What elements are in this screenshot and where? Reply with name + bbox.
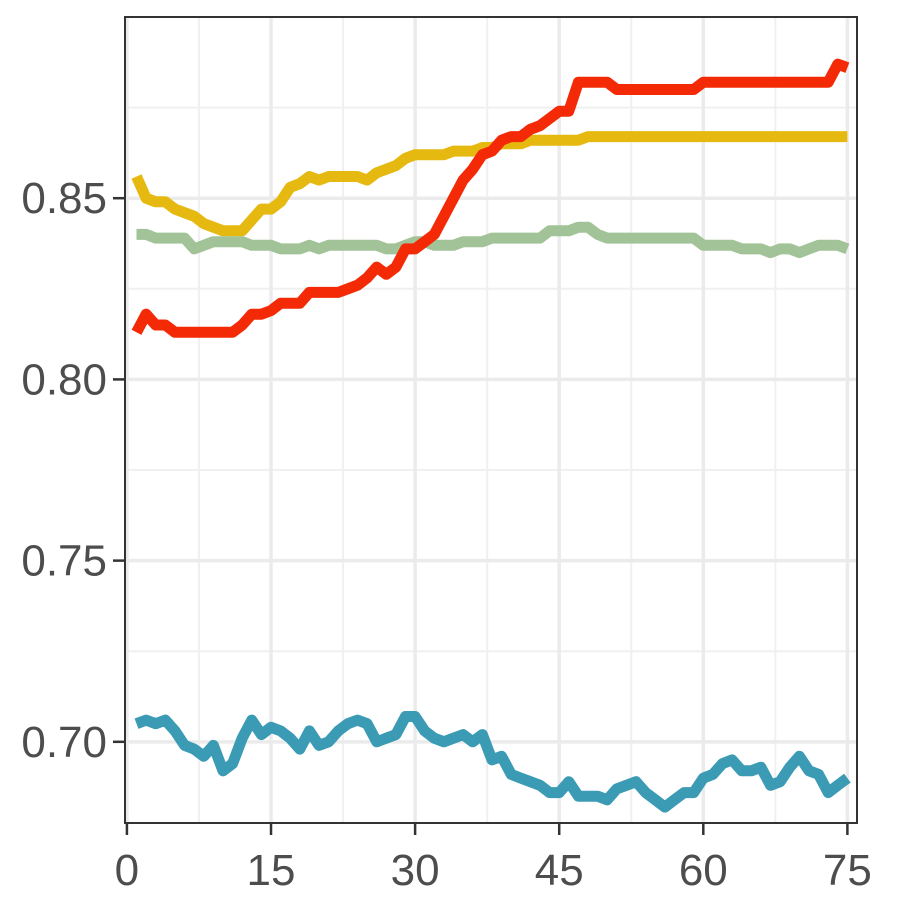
series-line-3 [131,58,850,338]
x-tick-label: 15 [247,846,296,895]
y-tick-label: 0.75 [21,537,107,586]
y-axis: 0.70 0.75 0.80 0.85 [21,174,125,767]
series-lines [131,58,851,813]
series-line-4 [134,711,851,813]
series-line-1 [131,131,848,237]
x-tick-label: 30 [391,846,440,895]
x-tick-label: 45 [535,846,584,895]
y-tick-label: 0.70 [21,718,107,767]
major-grid [125,17,857,823]
x-tick-label: 60 [679,846,728,895]
y-tick-label: 0.85 [21,174,107,223]
x-tick-label: 0 [115,846,139,895]
y-tick-label: 0.80 [21,355,107,404]
series-line-2 [136,221,850,259]
x-axis: 0 15 30 45 60 75 [115,823,872,895]
x-tick-label: 75 [823,846,872,895]
panel-border [124,16,858,824]
